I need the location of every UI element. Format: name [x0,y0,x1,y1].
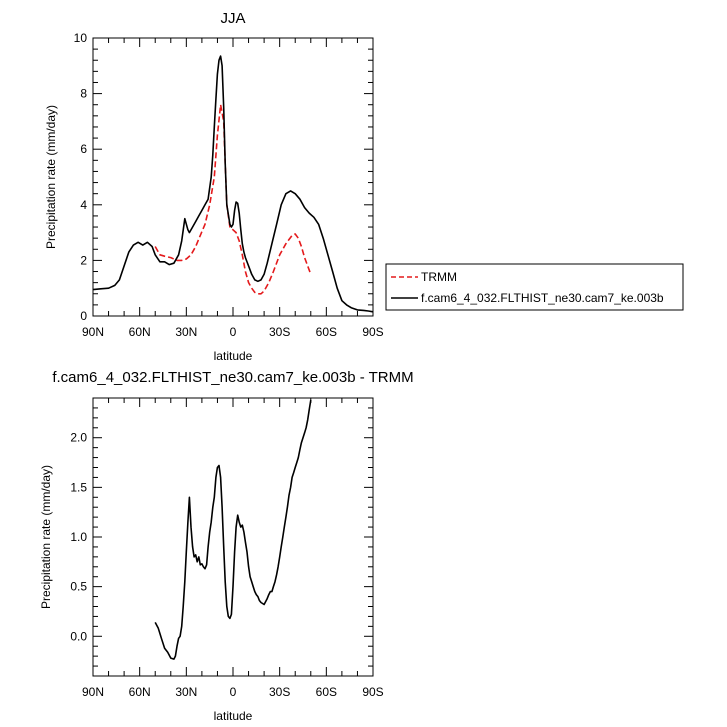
bottom-y-tick-label: 0.0 [70,629,87,643]
bottom-plot-frame [92,397,374,677]
top-x-tick-label: 60N [129,325,151,339]
bottom-x-tick-label: 60S [316,685,337,699]
bottom-x-tick-label: 0 [230,685,237,699]
bottom-x-tick-label: 90S [362,685,383,699]
top-x-tick-label: 60S [316,325,337,339]
top-y-tick-label: 6 [80,142,87,156]
top-series-line-0 [154,103,312,295]
bottom-chart-title: f.cam6_4_032.FLTHIST_ne30.cam7_ke.003b -… [52,369,413,386]
top-x-tick-label: 30S [269,325,290,339]
top-y-tick-label: 4 [80,198,87,212]
bottom-y-axis-label: Precipitation rate (mm/day) [39,465,53,609]
top-y-axis-label: Precipitation rate (mm/day) [44,105,58,249]
bottom-y-tick-label: 2.0 [70,431,87,445]
legend-box [385,263,684,311]
top-chart-legend: TRMM f.cam6_4_032.FLTHIST_ne30.cam7_ke.0… [385,263,684,311]
top-series-line-1 [92,55,374,313]
bottom-x-tick-label: 30N [175,685,197,699]
bottom-x-tick-label: 90N [82,685,104,699]
top-chart-title: JJA [220,10,245,27]
top-x-axis-label: latitude [214,349,253,363]
top-x-tick-label: 90N [82,325,104,339]
top-x-tick-label: 90S [362,325,383,339]
top-plot-frame [92,37,374,317]
bottom-series-line-0 [154,399,312,660]
bottom-x-tick-label: 60N [129,685,151,699]
top-y-tick-label: 10 [74,31,88,45]
top-y-tick-label: 2 [80,253,87,267]
top-y-tick-label: 0 [80,309,87,323]
legend-label-trmm: TRMM [421,270,457,284]
bottom-x-tick-label: 30S [269,685,290,699]
top-x-tick-label: 30N [175,325,197,339]
bottom-y-tick-label: 1.5 [70,480,87,494]
top-x-tick-label: 0 [230,325,237,339]
bottom-y-tick-label: 1.0 [70,530,87,544]
bottom-chart-panel: f.cam6_4_032.FLTHIST_ne30.cam7_ke.003b -… [39,369,414,723]
bottom-y-tick-label: 0.5 [70,580,87,594]
top-y-tick-label: 8 [80,87,87,101]
bottom-x-axis-label: latitude [214,709,253,723]
legend-label-model: f.cam6_4_032.FLTHIST_ne30.cam7_ke.003b [421,291,664,305]
